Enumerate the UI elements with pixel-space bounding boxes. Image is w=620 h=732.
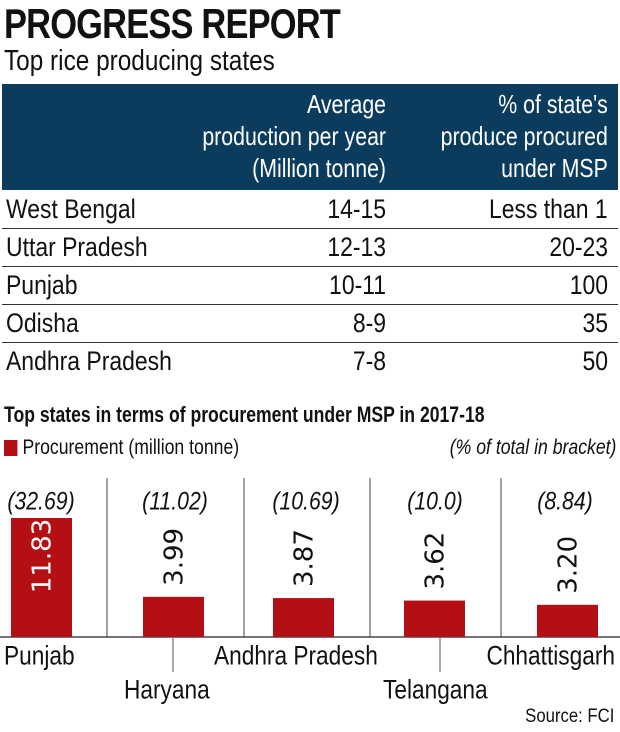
bar-haryana bbox=[143, 596, 204, 637]
share-label: (10.0) bbox=[407, 487, 462, 515]
bar-chhattisgarh bbox=[537, 604, 598, 637]
bar-value-label: 11.83 bbox=[28, 519, 58, 593]
bar-punjab bbox=[11, 518, 72, 637]
legend-note: (% of total in bracket) bbox=[449, 436, 616, 459]
bar-chart: 11.83 (32.69) 3.99 (11.02) 3.87 (10.69) 3.62 (1… bbox=[0, 478, 620, 705]
bar-value-label: 3.87 bbox=[290, 529, 320, 587]
production-value: 12-13 bbox=[327, 232, 386, 262]
production-value: 14-15 bbox=[327, 194, 386, 224]
table-row: Uttar Pradesh 12-13 20-23 bbox=[2, 229, 618, 267]
share-label: (32.69) bbox=[7, 487, 74, 515]
table-subtitle: Top rice producing states bbox=[4, 45, 275, 77]
table-row: Andhra Pradesh 7-8 50 bbox=[2, 343, 618, 381]
state-name: Odisha bbox=[6, 308, 79, 338]
category-label: Chhattisgarh bbox=[486, 641, 615, 671]
header-line: production per year bbox=[202, 121, 386, 151]
procured-value: 20-23 bbox=[549, 232, 608, 262]
state-name: Punjab bbox=[6, 270, 78, 300]
report-title: PROGRESS REPORT bbox=[4, 0, 341, 47]
bar-value-label: 3.62 bbox=[421, 532, 451, 590]
header-line: (Million tonne) bbox=[252, 153, 386, 183]
category-label: Telangana bbox=[383, 675, 488, 705]
category-label: Andhra Pradesh bbox=[214, 641, 378, 671]
procured-value: Less than 1 bbox=[489, 194, 608, 224]
state-name: Andhra Pradesh bbox=[6, 346, 172, 376]
table-row: West Bengal 14-15 Less than 1 bbox=[2, 191, 618, 229]
table-row: Odisha 8-9 35 bbox=[2, 305, 618, 343]
bar-value-label: 3.20 bbox=[554, 536, 584, 594]
share-label: (8.84) bbox=[537, 487, 592, 515]
header-line: under MSP bbox=[501, 153, 608, 183]
header-line: produce procured bbox=[440, 121, 608, 151]
header-line: % of state's bbox=[498, 89, 608, 119]
chart-legend: Procurement (million tonne) bbox=[4, 436, 239, 460]
category-label: Punjab bbox=[4, 641, 75, 671]
column-header-procured: % of state's produce procured under MSP bbox=[441, 88, 608, 184]
legend-swatch bbox=[4, 440, 18, 456]
production-value: 8-9 bbox=[352, 308, 386, 338]
share-label: (11.02) bbox=[142, 487, 208, 515]
header-line: Average bbox=[306, 89, 386, 119]
source-note: Source: FCI bbox=[524, 706, 614, 727]
bar-value-label: 3.99 bbox=[160, 528, 190, 586]
production-value: 7-8 bbox=[352, 346, 386, 376]
legend-label: Procurement (million tonne) bbox=[22, 436, 240, 459]
column-header-production: Average production per year (Million ton… bbox=[202, 88, 386, 184]
state-name: Uttar Pradesh bbox=[6, 232, 148, 262]
bar-telangana bbox=[404, 600, 465, 637]
procured-value: 100 bbox=[569, 270, 608, 300]
table-row: Punjab 10-11 100 bbox=[2, 267, 618, 305]
state-name: West Bengal bbox=[6, 194, 136, 224]
bar-andhra-pradesh bbox=[273, 598, 334, 637]
category-label: Haryana bbox=[124, 675, 210, 705]
procured-value: 50 bbox=[582, 346, 608, 376]
production-value: 10-11 bbox=[328, 270, 386, 300]
share-label: (10.69) bbox=[272, 487, 339, 515]
procured-value: 35 bbox=[582, 308, 608, 338]
table-header: Average production per year (Million ton… bbox=[2, 84, 618, 190]
chart-title: Top states in terms of procurement under… bbox=[4, 402, 485, 427]
